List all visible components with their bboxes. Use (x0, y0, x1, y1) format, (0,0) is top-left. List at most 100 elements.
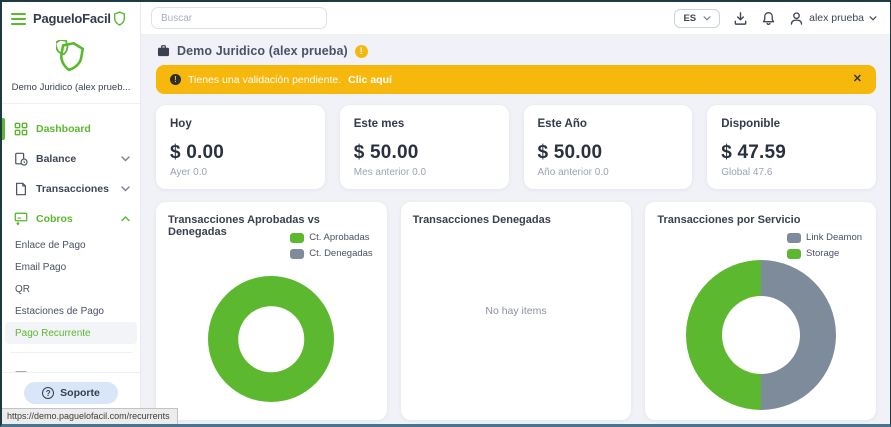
sidebar-subitem-qr[interactable]: QR (15, 283, 30, 295)
legend-swatch (290, 232, 305, 243)
topbar: ES (141, 2, 890, 35)
sidebar-subitem-pago-recurrente[interactable]: Pago Recurrente (5, 322, 137, 344)
menu-hamburger-icon[interactable] (11, 12, 26, 25)
page-title: Demo Juridico (alex prueba) (177, 44, 348, 58)
notifications-button[interactable] (761, 11, 776, 26)
stat-value: $ 47.59 (721, 142, 787, 163)
sidebar-nav: Dashboard Balance Transacciones (2, 104, 140, 372)
chevron-down-icon (121, 156, 130, 162)
sidebar-item-pagos[interactable]: Pagos (2, 361, 140, 372)
stat-card-disponible: Disponible $ 47.59 Global 47.6 (707, 105, 876, 189)
sidebar-item-label: Dashboard (36, 123, 91, 135)
chart-card-denegadas: Transacciones Denegadas No hay items (400, 202, 632, 420)
legend-label: Ct. Denegadas (309, 248, 373, 259)
stat-card-este-ano: Este Año $ 50.00 Año anterior 0.0 (523, 105, 693, 189)
shield-logo-icon (56, 40, 85, 72)
stat-title: Hoy (170, 118, 192, 130)
page-title-row: Demo Juridico (alex prueba) ! (156, 42, 876, 65)
legend-item-storage[interactable]: Storage (787, 248, 839, 259)
search-input[interactable] (151, 7, 327, 29)
chart-card-aprobadas-vs-denegadas: Transacciones Aprobadas vs Denegadas Ct.… (156, 202, 387, 420)
user-icon (790, 11, 803, 25)
stat-title: Este Año (537, 118, 587, 130)
sidebar-item-dashboard[interactable]: Dashboard (2, 114, 140, 144)
chart-title: Transacciones Aprobadas vs Denegadas (168, 214, 320, 238)
chevron-down-icon (869, 15, 877, 21)
stat-subtext: Ayer 0.0 (170, 167, 208, 178)
stat-value: $ 0.00 (170, 142, 225, 163)
account-name: Demo Juridico (alex prueb... (11, 82, 131, 93)
chart-card-por-servicio: Transacciones por Servicio Link Deamon S… (645, 202, 877, 420)
legend-item-ct-aprobadas[interactable]: Ct. Aprobadas (290, 232, 370, 243)
alert-link[interactable]: Clic aquí (348, 73, 392, 86)
main-area: ES (141, 2, 890, 424)
stat-card-hoy: Hoy $ 0.00 Ayer 0.0 (156, 105, 325, 189)
charts-row: Transacciones Aprobadas vs Denegadas Ct.… (156, 202, 877, 420)
stat-subtext: Año anterior 0.0 (537, 167, 609, 178)
chevron-down-icon (121, 186, 130, 192)
chevron-down-icon (703, 15, 711, 21)
sidebar-subitem-email-pago[interactable]: Email Pago (15, 261, 67, 273)
sidebar-item-cobros[interactable]: Cobros (2, 204, 140, 234)
donut-chart-servicios (685, 260, 836, 410)
sidebar-item-label: Balance (36, 153, 77, 165)
question-icon: ? (42, 387, 55, 399)
legend-swatch (787, 232, 802, 243)
stat-title: Disponible (721, 118, 781, 130)
download-icon (734, 11, 747, 25)
alert-icon: ! (170, 74, 181, 85)
user-menu[interactable]: alex prueba (789, 11, 877, 26)
legend-label: Link Deamon (806, 232, 863, 243)
donut-hole (721, 296, 800, 374)
brand-shield-icon (113, 11, 125, 26)
briefcase-icon (157, 45, 170, 57)
info-badge[interactable]: ! (354, 44, 368, 58)
close-icon[interactable]: ✕ (852, 73, 862, 85)
balance-icon (15, 152, 28, 166)
stat-title: Este mes (353, 118, 405, 130)
account-block: Demo Juridico (alex prueb... (2, 30, 140, 104)
language-value: ES (683, 12, 697, 24)
support-label: Soporte (60, 387, 100, 399)
page-content: Demo Juridico (alex prueba) ! ! Tienes u… (141, 35, 890, 424)
dashboard-grid-icon (14, 122, 28, 136)
alert-text: Tienes una validación pendiente. (188, 73, 342, 86)
bell-icon (762, 11, 775, 25)
legend-item-link-deamon[interactable]: Link Deamon (787, 232, 862, 243)
sidebar-item-label: Transacciones (36, 183, 109, 195)
payment-terminal-icon (14, 212, 28, 226)
divider (10, 352, 132, 353)
sidebar-subitem-enlace-de-pago[interactable]: Enlace de Pago (15, 239, 86, 251)
validation-alert: ! Tienes una validación pendiente. Clic … (156, 65, 876, 94)
download-button[interactable] (733, 11, 748, 26)
chart-title: Transacciones por Servicio (657, 214, 801, 226)
stat-value: $ 50.00 (537, 142, 603, 163)
legend-item-ct-denegadas[interactable]: Ct. Denegadas (290, 248, 373, 259)
sidebar-subitem-estaciones-de-pago[interactable]: Estaciones de Pago (15, 305, 104, 317)
brand-logo[interactable]: PagueloFacil (33, 11, 126, 26)
sidebar-item-label: Cobros (36, 213, 73, 225)
legend-swatch (787, 248, 802, 259)
donut-hole (238, 306, 305, 372)
support-area: ? Soporte (2, 372, 140, 424)
donut-chart-aprobadas (208, 276, 335, 402)
stat-value: $ 50.00 (353, 142, 419, 163)
user-name: alex prueba (809, 12, 864, 24)
legend-swatch (290, 248, 305, 259)
sidebar-item-balance[interactable]: Balance (2, 144, 140, 174)
document-icon (16, 182, 26, 196)
sidebar: PagueloFacil Demo Juridico (alex prueb..… (2, 2, 141, 424)
chart-title: Transacciones Denegadas (412, 214, 551, 226)
language-select[interactable]: ES (674, 8, 721, 28)
support-button[interactable]: ? Soporte (24, 382, 118, 404)
wallet-icon (15, 371, 27, 372)
legend-label: Storage (806, 248, 840, 259)
stat-subtext: Global 47.6 (721, 167, 773, 178)
chevron-up-icon (121, 216, 130, 222)
sidebar-item-transacciones[interactable]: Transacciones (2, 174, 140, 204)
chart-legend: Link Deamon Storage (787, 232, 862, 259)
stat-card-este-mes: Este mes $ 50.00 Mes anterior 0.0 (339, 105, 509, 189)
legend-label: Ct. Aprobadas (309, 232, 370, 243)
empty-state-text: No hay items (485, 305, 547, 317)
